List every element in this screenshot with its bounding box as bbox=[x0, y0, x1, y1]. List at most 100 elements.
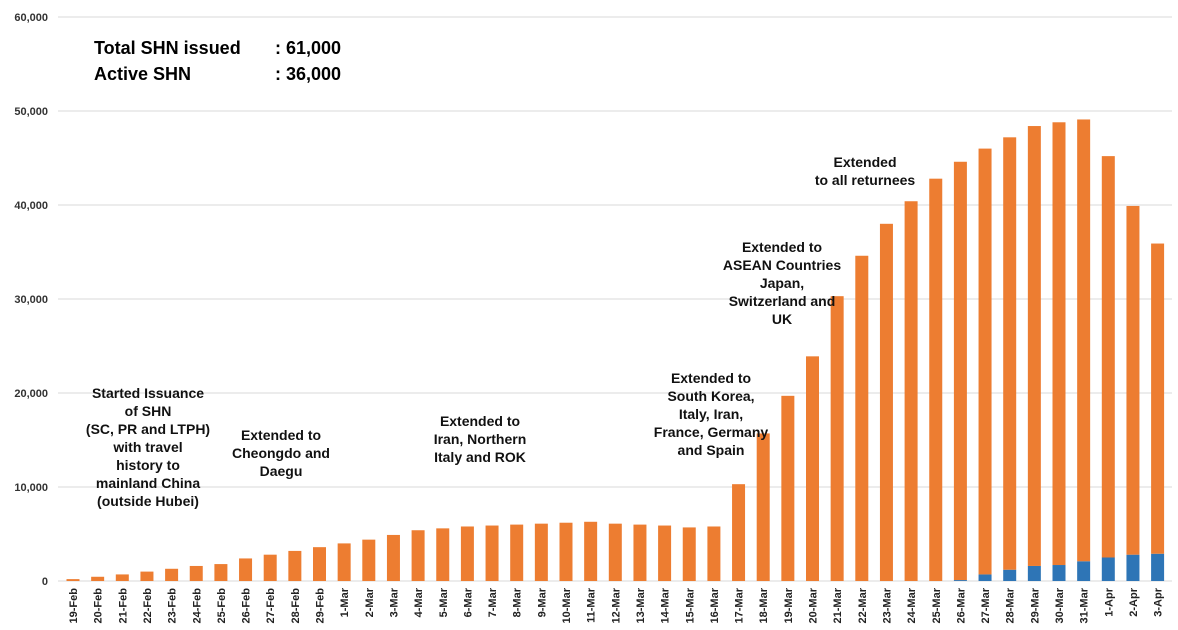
annotation-line: South Korea, bbox=[667, 388, 754, 404]
x-tick-label: 26-Mar bbox=[955, 587, 967, 623]
bar-segment-orange bbox=[1151, 243, 1165, 554]
total-shn-value: : 61,000 bbox=[275, 38, 341, 58]
x-tick-label: 18-Mar bbox=[758, 587, 770, 623]
annotation-line: Daegu bbox=[260, 463, 303, 479]
summary-box: Total SHN issued : 61,000 Active SHN : 3… bbox=[94, 38, 341, 84]
annotations: Started Issuance of SHN (SC, PR and LTPH) w… bbox=[86, 154, 915, 509]
bar-segment-orange bbox=[1101, 156, 1115, 558]
x-tick-label: 17-Mar bbox=[734, 587, 746, 623]
x-tick-label: 7-Mar bbox=[487, 587, 499, 617]
bar-segment-blue bbox=[1027, 565, 1041, 581]
total-shn-label: Total SHN issued bbox=[94, 38, 241, 58]
bar-segment-orange bbox=[1052, 122, 1066, 566]
x-tick-label: 8-Mar bbox=[512, 587, 524, 617]
bar-segment-orange bbox=[337, 543, 351, 581]
x-tick-label: 3-Mar bbox=[388, 587, 400, 617]
bar-segment-orange bbox=[559, 522, 573, 581]
x-tick-label: 30-Mar bbox=[1054, 587, 1066, 623]
x-tick-label: 15-Mar bbox=[684, 587, 696, 623]
bar-segment-orange bbox=[953, 161, 967, 581]
annotation-line: Extended bbox=[833, 154, 896, 170]
bar-segment-orange bbox=[707, 526, 721, 581]
x-tick-label: 1-Apr bbox=[1103, 587, 1115, 616]
annotation-line: Extended to bbox=[671, 370, 751, 386]
bar-segment-orange bbox=[830, 296, 844, 581]
bar-segment-orange bbox=[436, 528, 450, 581]
annotation-line: UK bbox=[772, 311, 792, 327]
bar-segment-orange bbox=[460, 526, 474, 581]
y-tick-label: 10,000 bbox=[14, 482, 48, 494]
bar-segment-orange bbox=[411, 530, 425, 581]
annotation-line: Italy and ROK bbox=[434, 449, 526, 465]
x-tick-label: 24-Feb bbox=[191, 588, 203, 624]
x-tick-label: 23-Feb bbox=[167, 588, 179, 624]
x-tick-label: 28-Feb bbox=[290, 588, 302, 624]
bar-segment-orange bbox=[386, 534, 400, 581]
x-tick-label: 19-Feb bbox=[68, 588, 80, 624]
bar-segment-orange bbox=[608, 523, 622, 581]
x-tick-label: 5-Mar bbox=[438, 587, 450, 617]
x-tick-label: 29-Feb bbox=[315, 588, 327, 624]
x-tick-label: 6-Mar bbox=[462, 587, 474, 617]
bar-segment-orange bbox=[904, 201, 918, 582]
annotation-line: France, Germany bbox=[654, 424, 769, 440]
x-tick-label: 29-Mar bbox=[1029, 587, 1041, 623]
active-shn-label: Active SHN bbox=[94, 64, 191, 84]
x-tick-label: 13-Mar bbox=[635, 587, 647, 623]
annotation-line: Started Issuance bbox=[92, 385, 204, 401]
annotation-line: Japan, bbox=[760, 275, 804, 291]
x-tick-label: 22-Mar bbox=[857, 587, 869, 623]
x-tick-label: 1-Mar bbox=[339, 587, 351, 617]
x-tick-label: 9-Mar bbox=[536, 587, 548, 617]
x-axis-ticks: 19-Feb 20-Feb 21-Feb 22-Feb 23-Feb 24-Feb 25-F… bbox=[68, 587, 1165, 623]
bar-segment-orange bbox=[534, 523, 548, 581]
x-tick-label: 27-Feb bbox=[265, 588, 277, 624]
x-tick-label: 25-Feb bbox=[216, 588, 228, 624]
annotation-line: mainland China bbox=[96, 475, 200, 491]
bar-segment-blue bbox=[953, 580, 967, 581]
bar-segment-orange bbox=[584, 521, 598, 581]
bars bbox=[66, 119, 1165, 582]
bar-segment-orange bbox=[756, 433, 770, 581]
y-tick-label: 30,000 bbox=[14, 294, 48, 306]
x-tick-label: 21-Feb bbox=[117, 588, 129, 624]
bar-segment-orange bbox=[288, 550, 302, 581]
bar-segment-orange bbox=[189, 565, 203, 581]
bar-segment-orange bbox=[879, 223, 893, 582]
x-tick-label: 24-Mar bbox=[906, 587, 918, 623]
annotation-line: history to bbox=[116, 457, 180, 473]
bar-segment-orange bbox=[66, 579, 80, 581]
bar-segment-orange bbox=[732, 484, 746, 581]
x-tick-label: 25-Mar bbox=[931, 587, 943, 623]
x-tick-label: 4-Mar bbox=[413, 587, 425, 617]
bar-segment-blue bbox=[1101, 557, 1115, 581]
x-tick-label: 23-Mar bbox=[881, 587, 893, 623]
bar-segment-orange bbox=[806, 356, 819, 581]
annotation-line: of SHN bbox=[125, 403, 172, 419]
bar-segment-orange bbox=[115, 574, 129, 581]
bar-segment-orange bbox=[1126, 205, 1140, 555]
bar-segment-orange bbox=[855, 255, 869, 581]
y-tick-label: 0 bbox=[42, 576, 48, 588]
bar-segment-orange bbox=[140, 571, 154, 581]
x-tick-label: 31-Mar bbox=[1079, 587, 1091, 623]
bar-segment-blue bbox=[1126, 554, 1140, 581]
active-shn-value: : 36,000 bbox=[275, 64, 341, 84]
bar-segment-orange bbox=[633, 524, 647, 581]
bar-segment-orange bbox=[978, 148, 992, 575]
y-tick-label: 40,000 bbox=[14, 200, 48, 212]
bar-segment-orange bbox=[214, 564, 228, 581]
bar-segment-orange bbox=[362, 539, 376, 581]
bar-segment-orange bbox=[1077, 119, 1091, 562]
y-tick-label: 60,000 bbox=[14, 12, 48, 24]
bar-segment-orange bbox=[263, 554, 277, 581]
annotation-line: with travel bbox=[112, 439, 182, 455]
x-tick-label: 21-Mar bbox=[832, 587, 844, 623]
bar-segment-blue bbox=[1052, 565, 1066, 581]
annotation-line: (outside Hubei) bbox=[97, 493, 199, 509]
bar-segment-blue bbox=[1077, 561, 1091, 581]
x-tick-label: 16-Mar bbox=[709, 587, 721, 623]
x-tick-label: 20-Feb bbox=[93, 588, 105, 624]
x-tick-label: 14-Mar bbox=[660, 587, 672, 623]
